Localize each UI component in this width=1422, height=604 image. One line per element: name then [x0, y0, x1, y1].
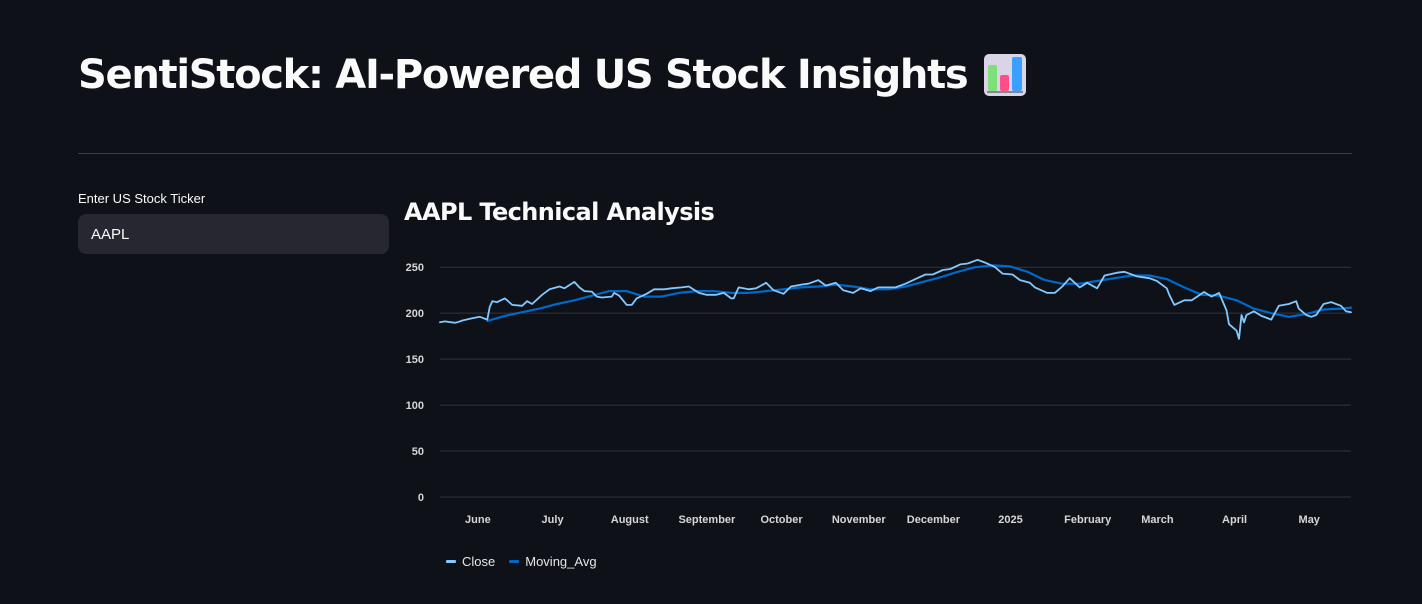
x-tick-label: September	[678, 514, 736, 526]
x-tick-label: June	[465, 514, 491, 526]
legend-label: Close	[462, 554, 496, 569]
ticker-input[interactable]	[78, 214, 389, 254]
x-tick-label: July	[542, 514, 565, 526]
y-axis: 0 50 100 150 200 250	[406, 262, 424, 504]
legend-item-close[interactable]: Close	[446, 554, 495, 569]
ticker-input-label: Enter US Stock Ticker	[78, 191, 206, 206]
x-tick-label: May	[1299, 514, 1321, 526]
y-tick-label: 150	[406, 354, 424, 366]
app-header: SentiStock: AI-Powered US Stock Insights	[78, 52, 1027, 98]
series-line-close[interactable]	[439, 258, 1352, 340]
x-tick-label: March	[1141, 514, 1174, 526]
x-tick-label: October	[760, 514, 803, 526]
y-tick-label: 250	[406, 262, 424, 274]
x-tick-label: April	[1222, 514, 1247, 526]
chart-title: AAPL Technical Analysis	[404, 198, 715, 226]
bar-chart-emoji-icon	[983, 53, 1027, 97]
y-tick-label: 200	[406, 308, 424, 320]
x-tick-label: December	[907, 514, 961, 526]
legend-swatch	[446, 560, 456, 563]
technical-analysis-chart[interactable]: 0 50 100 150 200 250 June July August September O…	[400, 240, 1360, 540]
legend-label: Moving_Avg	[525, 554, 597, 569]
x-tick-label: November	[832, 514, 887, 526]
chart-legend: Close Moving_Avg	[446, 554, 597, 569]
y-tick-label: 50	[412, 446, 424, 458]
x-tick-label: 2025	[998, 514, 1022, 526]
y-tick-label: 100	[406, 400, 424, 412]
x-tick-label: August	[611, 514, 649, 526]
page-title: SentiStock: AI-Powered US Stock Insights	[78, 52, 969, 98]
y-tick-label: 0	[418, 492, 424, 504]
legend-swatch	[509, 560, 520, 563]
header-divider	[78, 153, 1352, 154]
legend-item-moving-avg[interactable]: Moving_Avg	[509, 554, 597, 569]
chart-grid	[440, 266, 1351, 498]
x-tick-label: February	[1064, 514, 1112, 526]
x-axis: June July August September October November De…	[465, 514, 1321, 526]
chart-series	[439, 258, 1353, 340]
